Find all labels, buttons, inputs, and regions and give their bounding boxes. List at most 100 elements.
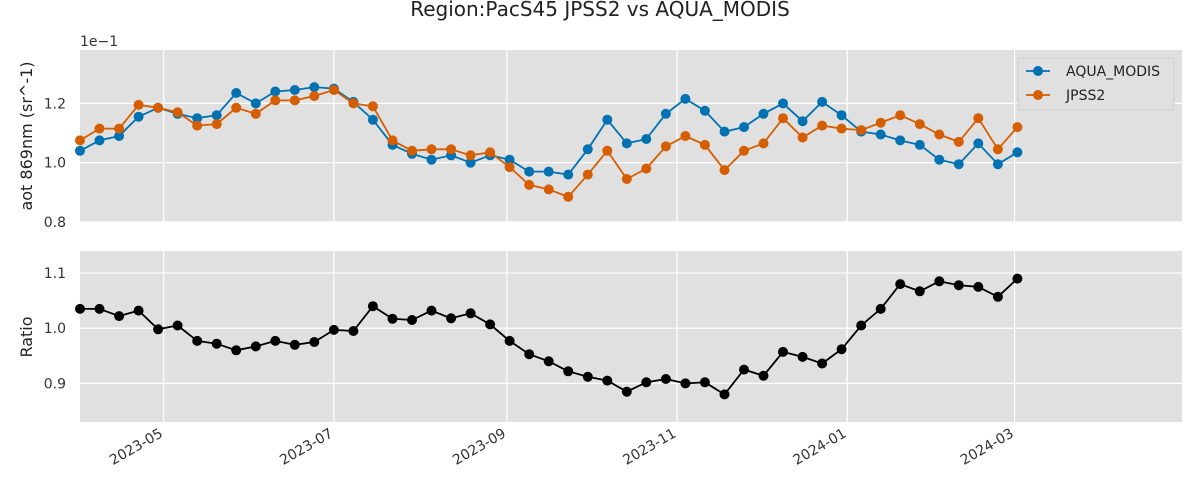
data-point (446, 144, 457, 155)
data-point (895, 110, 906, 121)
data-point (739, 364, 749, 375)
data-point (114, 131, 125, 141)
data-point (856, 320, 867, 331)
data-point (836, 123, 847, 134)
data-point (778, 113, 788, 124)
data-point (250, 108, 261, 119)
legend-marker (1033, 66, 1043, 76)
data-point (992, 144, 1003, 155)
chart-title: Region:PacS45 JPSS2 vs AQUA_MODIS (410, 0, 790, 21)
data-point (973, 138, 984, 149)
data-point (778, 346, 788, 357)
data-point (289, 339, 300, 350)
data-point (192, 335, 203, 346)
data-point (407, 315, 417, 325)
data-point (953, 136, 964, 147)
data-point (914, 119, 925, 130)
data-point (563, 169, 574, 180)
data-point (426, 144, 437, 155)
data-point (172, 107, 183, 118)
data-point (289, 95, 300, 106)
data-point (621, 174, 632, 184)
x-tick-label: 2023-07 (277, 426, 336, 469)
data-point (270, 95, 281, 106)
data-point (348, 326, 359, 336)
data-point (524, 166, 535, 177)
data-point (992, 291, 1003, 302)
data-point (992, 159, 1003, 170)
data-point (641, 134, 652, 144)
data-point (699, 377, 710, 388)
y-tick-label: 0.9 (44, 376, 66, 392)
data-point (699, 139, 710, 150)
data-point (231, 102, 242, 113)
data-point (94, 303, 105, 314)
data-point (719, 165, 730, 176)
data-point (953, 280, 964, 291)
data-point (875, 117, 886, 128)
data-point (953, 159, 964, 170)
data-point (836, 344, 847, 355)
data-point (153, 102, 164, 113)
data-point (680, 378, 691, 389)
data-point (231, 88, 242, 98)
data-point (543, 356, 554, 367)
y-axis-label-bottom: Ratio (17, 316, 36, 357)
data-point (387, 135, 398, 146)
data-point (602, 114, 613, 125)
plot-area-bottom: 0.9 1.0 1.1 (44, 251, 1182, 422)
data-point (680, 93, 691, 104)
data-point (465, 150, 476, 161)
y-tick-label: 1.1 (44, 266, 66, 282)
legend-marker (1033, 90, 1043, 100)
data-point (934, 154, 945, 165)
data-point (172, 320, 183, 331)
data-point (1012, 122, 1023, 133)
data-point (914, 286, 925, 297)
data-point (758, 370, 769, 381)
plot-area-top: 0.8 1.0 1.2 (44, 50, 1182, 231)
data-point (739, 122, 749, 133)
data-point (250, 341, 261, 352)
data-point (94, 135, 105, 146)
y-tick-label: 1.2 (44, 96, 66, 112)
data-point (856, 125, 867, 136)
data-point (797, 132, 808, 143)
x-tick-label: 2024-01 (791, 426, 850, 469)
x-tick-label: 2023-09 (450, 426, 509, 469)
data-point (153, 324, 164, 335)
offset-text: 1e−1 (80, 34, 118, 50)
data-point (817, 96, 828, 107)
data-point (426, 154, 437, 165)
data-point (699, 105, 710, 116)
data-point (543, 184, 554, 195)
plot-background (80, 50, 1182, 222)
data-point (875, 303, 886, 314)
data-point (660, 141, 671, 152)
data-point (582, 169, 593, 180)
data-point (75, 145, 85, 156)
data-point (270, 86, 281, 97)
data-point (94, 123, 105, 134)
data-point (250, 98, 261, 109)
data-point (309, 337, 320, 347)
data-point (348, 98, 359, 109)
legend: AQUA_MODIS JPSS2 (1017, 57, 1175, 111)
x-tick-label: 2023-05 (107, 426, 166, 469)
data-point (817, 358, 828, 369)
data-point (192, 120, 203, 131)
data-point (524, 349, 535, 360)
data-point (543, 166, 554, 177)
data-point (231, 345, 242, 356)
data-point (309, 91, 320, 101)
data-point (289, 85, 300, 95)
data-point (641, 377, 652, 388)
legend-label: AQUA_MODIS (1066, 64, 1160, 80)
data-point (504, 154, 515, 165)
data-point (485, 147, 496, 158)
data-point (660, 374, 671, 384)
data-point (75, 135, 85, 146)
data-point (797, 116, 808, 127)
data-point (211, 119, 222, 130)
